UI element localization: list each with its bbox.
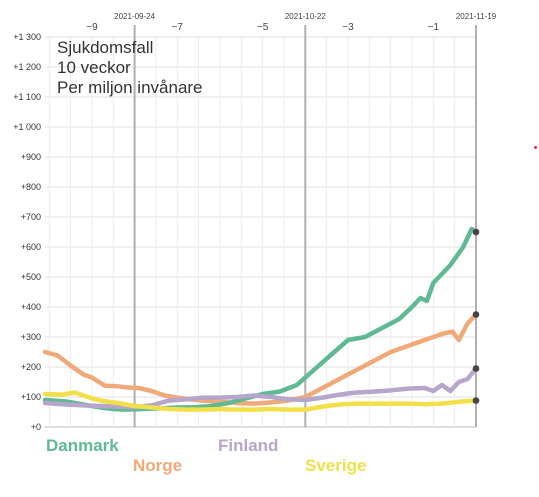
legend-sverige: Sverige bbox=[305, 456, 367, 475]
date-marker-label: 2021-10-22 bbox=[285, 12, 326, 21]
y-tick-label: +1 300 bbox=[13, 32, 41, 42]
y-tick-label: +800 bbox=[21, 182, 41, 192]
y-tick-label: +700 bbox=[21, 212, 41, 222]
y-tick-label: +1 000 bbox=[13, 122, 41, 132]
y-tick-label: +900 bbox=[21, 152, 41, 162]
y-tick-label: +500 bbox=[21, 272, 41, 282]
y-tick-label: +200 bbox=[21, 362, 41, 372]
endpoint-dot-sverige bbox=[472, 397, 480, 404]
legend-norge: Norge bbox=[133, 456, 183, 475]
title-line-3: Per miljon invånare bbox=[57, 78, 203, 97]
x-axis: 2021-09-24 2021-10-22 2021-11-19 −9 −7 −5 −3 −1 bbox=[86, 12, 496, 33]
red-marker-dot bbox=[534, 146, 537, 149]
date-marker-label: 2021-09-24 bbox=[114, 12, 155, 21]
y-tick-label: +300 bbox=[21, 332, 41, 342]
y-tick-label: +1 100 bbox=[13, 92, 41, 102]
y-tick-label: +600 bbox=[21, 242, 41, 252]
series-endpoints bbox=[472, 228, 480, 404]
series-lines bbox=[42, 226, 479, 412]
y-tick-label: +0 bbox=[31, 422, 41, 432]
x-tick-label: −1 bbox=[428, 22, 440, 33]
legend-finland: Finland bbox=[218, 436, 279, 455]
x-tick-label: −7 bbox=[172, 22, 184, 33]
x-tick-label: −9 bbox=[86, 22, 98, 33]
legend-danmark: Danmark bbox=[46, 436, 119, 455]
endpoint-dot-finland bbox=[472, 365, 480, 372]
title-line-1: Sjukdomsfall bbox=[57, 38, 154, 57]
x-tick-label: −5 bbox=[257, 22, 269, 33]
endpoint-dot-danmark bbox=[472, 228, 480, 236]
y-tick-label: +1 200 bbox=[13, 62, 41, 72]
series-line-sverige bbox=[42, 390, 479, 412]
y-tick-label: +100 bbox=[21, 392, 41, 402]
x-tick-label: −3 bbox=[342, 22, 354, 33]
endpoint-dot-norge bbox=[472, 311, 480, 318]
y-axis: +0 +100 +200 +300 +400 +500 +600 +700 +800 +900 +1… bbox=[13, 32, 41, 432]
series-line-danmark bbox=[42, 226, 479, 412]
date-marker-label: 2021-11-19 bbox=[456, 12, 497, 21]
chart-title: Sjukdomsfall 10 veckor Per miljon invåna… bbox=[57, 38, 203, 98]
title-line-2: 10 veckor bbox=[57, 58, 131, 77]
series-line-norge bbox=[42, 312, 479, 406]
y-tick-label: +400 bbox=[21, 302, 41, 312]
